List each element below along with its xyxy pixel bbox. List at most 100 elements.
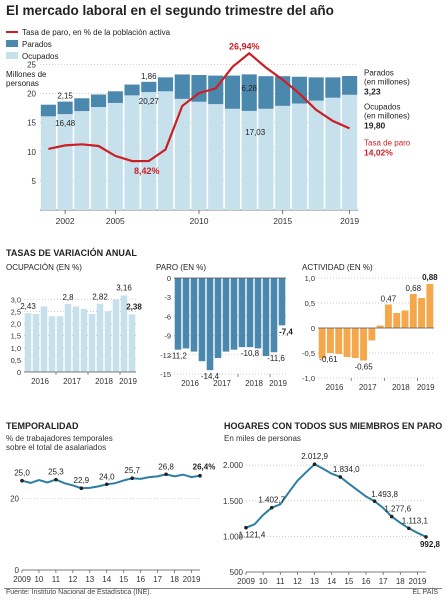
marker (20, 478, 24, 483)
y-tick-label: 1.000 (223, 532, 244, 541)
right-label-parados-unit: (en millones) (364, 77, 410, 86)
y-tick-label: 0,5 (305, 299, 315, 308)
small-chart-title: PARO (EN %) (156, 263, 206, 272)
bar (104, 311, 112, 372)
x-tick-label: 14 (327, 577, 336, 586)
y-tick-label: 1.500 (223, 497, 244, 506)
x-tick-label: 15 (344, 577, 353, 586)
bar-ocupados (308, 100, 324, 210)
temporalidad-subtitle-1: % de trabajadores temporales (6, 434, 113, 443)
bar-parados (174, 74, 190, 99)
annotation-parados-2007: 1,86 (141, 72, 157, 81)
y-tick-label: -3 (164, 293, 171, 302)
y-tick-label: 0 (17, 368, 21, 377)
annotation: 1.113,1 (402, 516, 429, 525)
right-value-parados: 3,23 (364, 86, 381, 96)
y-tick-label: -0,5 (302, 349, 315, 358)
y-axis-label-line1: Millones de (6, 70, 47, 79)
bar (360, 328, 368, 361)
bar-parados (342, 76, 358, 95)
x-tick-label: 2017 (63, 377, 81, 386)
bar-ocupados (258, 108, 274, 210)
y-tick-label: 1,0 (11, 344, 21, 353)
y-tick-label: -1,0 (302, 374, 315, 383)
marker (79, 486, 84, 491)
x-tick-label: 2017 (213, 379, 231, 388)
bar-ocupados (91, 107, 107, 210)
bar-parados (107, 91, 123, 103)
annotation: -11,6 (267, 354, 285, 363)
y-tick-label: 15 (27, 119, 36, 128)
hogares-subtitle: En miles de personas (224, 434, 301, 443)
y-tick-label: 2,0 (11, 320, 21, 329)
bar-ocupados (40, 116, 56, 210)
marker (407, 526, 411, 531)
variacion-section-title: TASAS DE VARIACIÓN ANUAL (6, 248, 137, 258)
x-tick-label: 2016 (326, 383, 344, 392)
y-tick-label: 0 (15, 566, 20, 575)
bar (318, 328, 326, 359)
y-tick-label: 20 (10, 495, 19, 504)
bar (401, 310, 409, 328)
y-tick-label: -15 (160, 370, 171, 379)
data-line (245, 462, 427, 538)
bar (254, 278, 262, 349)
y-tick-label: 0,5 (11, 356, 21, 365)
bar-parados (57, 101, 73, 115)
annotation: 2,38 (126, 302, 142, 311)
x-tick-label: 2019 (417, 383, 435, 392)
legend-label-tasa: Tasa de paro, en % de la población activ… (22, 28, 171, 37)
bar (222, 278, 230, 352)
x-tick-label: 18 (170, 575, 179, 584)
data-line (21, 473, 201, 490)
x-tick-label: 16 (362, 577, 371, 586)
x-tick-label: 15 (119, 575, 128, 584)
bar-ocupados (141, 92, 157, 210)
x-tick-label: 11 (276, 577, 285, 586)
annotation: 992,8 (420, 540, 441, 549)
temporalidad-title: TEMPORALIDAD (6, 421, 79, 431)
annotation: 25,3 (48, 468, 64, 477)
bar-parados (124, 84, 140, 96)
bar-parados (157, 77, 174, 92)
bar (40, 306, 48, 372)
bar (64, 304, 72, 372)
y-tick-label: 1,5 (11, 332, 21, 341)
bar (88, 313, 96, 372)
annotation-parados-2002: 2,15 (57, 92, 73, 101)
x-tick-label: 10 (34, 575, 43, 584)
bar-ocupados (174, 98, 190, 210)
small-chart-title: ACTIVIDAD (EN %) (302, 263, 373, 272)
x-tick-label: 12 (68, 575, 77, 584)
bar-ocupados (57, 114, 73, 210)
annotation-tasa-max: 26,94% (229, 41, 260, 51)
x-tick-label: 2018 (95, 377, 113, 386)
bar (262, 278, 270, 357)
bar-ocupados (291, 103, 307, 210)
annotation: 2,82 (92, 293, 108, 302)
bar (409, 294, 417, 328)
bar (343, 328, 351, 357)
marker (130, 476, 134, 481)
marker (389, 514, 394, 519)
annotation-tasa-min: 8,42% (134, 166, 160, 176)
temporalidad-chart: 0 20 2009 10 11 12 13 14 15 16 17 18 2019 25,0 25,3 22,… (10, 462, 215, 584)
x-tick-label: 18 (396, 577, 405, 586)
legend-swatch-ocupados (6, 52, 18, 59)
x-tick-label: 2010 (190, 216, 209, 226)
y-tick-label: 20 (27, 90, 36, 99)
bar-parados (325, 77, 341, 98)
y-tick-label: 0 (167, 274, 171, 283)
bar (206, 278, 214, 371)
x-tick-label: 17 (153, 575, 162, 584)
bar (182, 278, 190, 349)
x-tick-label: 13 (310, 577, 319, 586)
x-tick-label: 13 (85, 575, 94, 584)
bar (418, 298, 426, 328)
legend-label-parados: Parados (22, 40, 52, 49)
y-tick-label: 10 (27, 148, 36, 157)
x-tick-label: 12 (293, 577, 302, 586)
bar (270, 278, 278, 353)
y-tick-label: 1,0 (305, 274, 315, 283)
bar (214, 278, 222, 358)
